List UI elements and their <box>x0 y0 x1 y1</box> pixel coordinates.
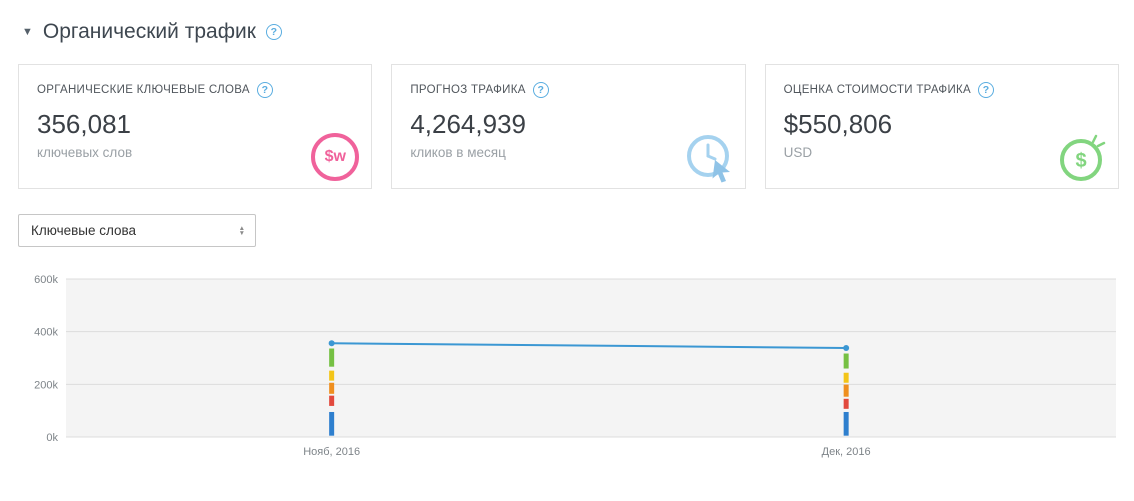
stat-cards-row: ОРГАНИЧЕСКИЕ КЛЮЧЕВЫЕ СЛОВА ? 356,081 кл… <box>18 64 1119 189</box>
help-icon[interactable]: ? <box>256 82 273 98</box>
keywords-trend-line <box>331 342 847 349</box>
select-value: Ключевые слова <box>31 223 137 238</box>
x-axis-label: Нояб, 2016 <box>303 446 360 458</box>
collapse-toggle-icon[interactable]: ▼ <box>22 25 33 38</box>
organic-traffic-section: ▼ Органический трафик ? ОРГАНИЧЕСКИЕ КЛЮ… <box>18 20 1119 474</box>
traffic-forecast-icon <box>685 133 735 183</box>
card-value: 4,264,939 <box>410 109 526 139</box>
section-header: ▼ Органический трафик ? <box>22 20 1119 44</box>
card-subtitle: кликов в месяц <box>410 145 506 160</box>
stat-card-organic-keywords: ОРГАНИЧЕСКИЕ КЛЮЧЕВЫЕ СЛОВА ? 356,081 кл… <box>18 64 373 189</box>
data-point[interactable] <box>843 344 850 351</box>
stat-card-traffic-cost: ОЦЕНКА СТОИМОСТИ ТРАФИКА ? $550,806 USD … <box>764 64 1119 189</box>
icon-glyph: $w <box>324 148 346 165</box>
dollar-sparkle-icon: $ <box>1059 134 1106 181</box>
card-subtitle: ключевых слов <box>37 145 133 160</box>
organic-keywords-icon: $w <box>311 133 361 183</box>
dollar-w-ring-icon: $w <box>311 133 360 181</box>
help-icon[interactable]: ? <box>532 82 549 98</box>
plot-area[interactable] <box>66 279 1116 437</box>
data-point[interactable] <box>328 340 335 347</box>
sorter-up-icon: ▲ <box>238 224 245 232</box>
y-tick-label: 600k <box>34 274 58 286</box>
x-axis-label: Дек, 2016 <box>822 446 871 458</box>
position-distribution-segment[interactable] <box>843 398 849 409</box>
report-type-select[interactable]: Ключевые слова ▲ ▼ <box>18 214 256 247</box>
card-header: ОРГАНИЧЕСКИЕ КЛЮЧЕВЫЕ СЛОВА ? <box>37 82 353 98</box>
position-distribution-segment[interactable] <box>843 372 849 383</box>
organic-keywords-chart[interactable]: 0k 200k 400k 600k Нояб, 2016 Дек, 2016 <box>18 273 1119 474</box>
chart-canvas[interactable]: 0k 200k 400k 600k Нояб, 2016 Дек, 2016 <box>18 273 1120 469</box>
clock-cursor-icon <box>686 135 730 183</box>
help-icon[interactable]: ? <box>978 82 995 98</box>
card-label: ОЦЕНКА СТОИМОСТИ ТРАФИКА <box>783 84 972 96</box>
card-header: ПРОГНОЗ ТРАФИКА ? <box>410 82 726 98</box>
help-icon[interactable]: ? <box>265 24 282 40</box>
card-subtitle: USD <box>783 145 813 160</box>
position-distribution-segment[interactable] <box>329 348 335 367</box>
y-tick-label: 0k <box>46 432 58 444</box>
position-distribution-segment[interactable] <box>843 384 849 397</box>
traffic-cost-icon: $ <box>1058 133 1108 183</box>
position-distribution-segment[interactable] <box>329 382 335 394</box>
card-value: $550,806 <box>783 109 893 139</box>
stat-card-traffic-forecast: ПРОГНОЗ ТРАФИКА ? 4,264,939 кликов в мес… <box>391 64 746 189</box>
position-distribution-segment[interactable] <box>329 370 335 381</box>
svg-text:$: $ <box>1075 150 1086 172</box>
card-label: ОРГАНИЧЕСКИЕ КЛЮЧЕВЫЕ СЛОВА <box>37 84 250 96</box>
sorter-down-icon: ▼ <box>238 229 245 237</box>
card-label: ПРОГНОЗ ТРАФИКА <box>410 84 526 96</box>
position-distribution-segment[interactable] <box>329 411 335 436</box>
card-header: ОЦЕНКА СТОИМОСТИ ТРАФИКА ? <box>784 82 1100 98</box>
select-sorter-icon: ▲ ▼ <box>238 224 245 237</box>
page-title: Органический трафик <box>42 20 256 43</box>
position-distribution-segment[interactable] <box>329 395 335 406</box>
card-value: 356,081 <box>37 109 131 139</box>
position-distribution-segment[interactable] <box>843 411 849 436</box>
y-tick-label: 400k <box>34 327 58 339</box>
y-tick-label: 200k <box>34 379 58 391</box>
position-distribution-segment[interactable] <box>843 353 849 369</box>
